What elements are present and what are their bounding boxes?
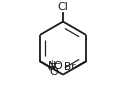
Text: N: N [48, 61, 56, 71]
Text: −: − [53, 59, 60, 68]
Text: O: O [53, 61, 62, 71]
Text: Cl: Cl [58, 2, 68, 12]
Text: O: O [49, 66, 58, 77]
Text: Br: Br [64, 62, 76, 72]
Text: +: + [48, 59, 55, 68]
